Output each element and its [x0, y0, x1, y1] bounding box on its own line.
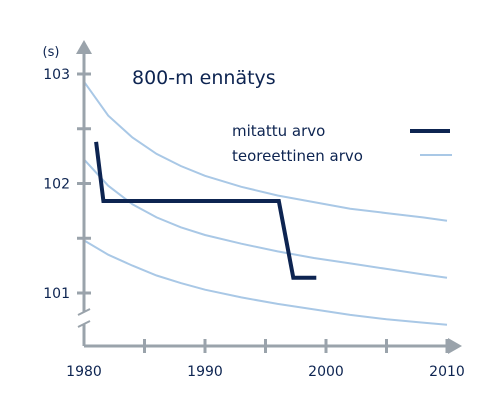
- y-axis-unit: (s): [43, 45, 60, 60]
- axes: [76, 40, 462, 354]
- theoretical-curves: [83, 81, 448, 326]
- theoretical-curve-2: [83, 158, 448, 279]
- y-tick-label-102: 102: [43, 177, 70, 193]
- x-tick-label-2010: 2010: [429, 364, 465, 380]
- x-axis-arrow: [448, 338, 462, 354]
- y-axis-break-mark-bottom: [77, 320, 91, 328]
- y-axis-break-mark-top: [77, 308, 91, 316]
- y-axis-arrow: [76, 40, 92, 54]
- measured-line: [94, 141, 317, 280]
- theoretical-curve-3: [83, 239, 448, 326]
- y-tick-label-103: 103: [43, 67, 70, 83]
- x-tick-label-1980: 1980: [66, 364, 102, 380]
- legend: mitattu arvo teoreettinen arvo: [232, 122, 452, 165]
- tick-labels: 1980 1990 2000 2010 101 102 103: [43, 67, 465, 380]
- legend-label-theoretical: teoreettinen arvo: [232, 147, 363, 165]
- chart-title: 800-m ennätys: [132, 67, 276, 89]
- legend-label-measured: mitattu arvo: [232, 122, 325, 140]
- measured-series: [94, 141, 317, 280]
- x-tick-label-2000: 2000: [308, 364, 344, 380]
- theoretical-curve-1: [83, 81, 448, 222]
- y-tick-label-101: 101: [43, 286, 70, 302]
- x-tick-label-1990: 1990: [187, 364, 223, 380]
